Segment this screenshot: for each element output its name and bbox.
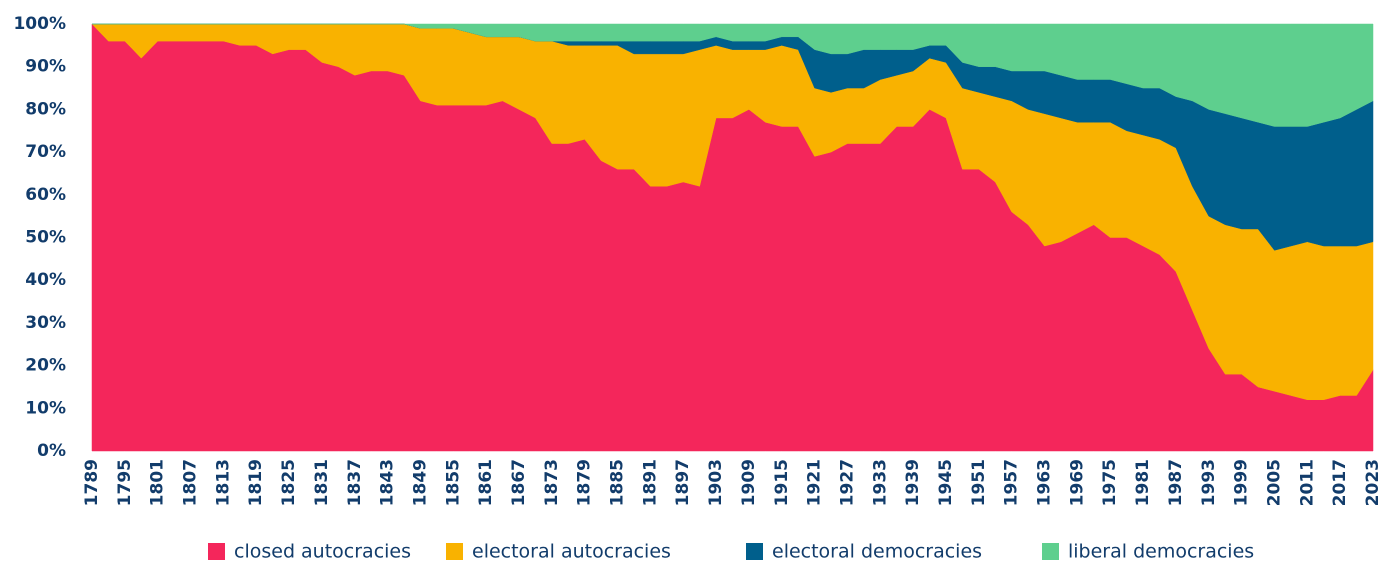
x-tick-label: 1897	[673, 459, 693, 506]
legend-label: electoral autocracies	[472, 541, 671, 563]
x-tick-label: 1891	[640, 459, 660, 506]
x-tick-label: 1915	[772, 459, 792, 506]
y-tick-label: 40%	[25, 270, 66, 290]
x-tick-label: 1903	[706, 459, 726, 506]
x-tick-label: 1825	[279, 459, 299, 506]
legend-swatch	[446, 543, 463, 560]
x-tick-label: 1993	[1199, 459, 1219, 506]
x-tick-label: 1945	[936, 459, 956, 506]
y-tick-label: 80%	[25, 99, 66, 119]
x-tick-label: 1999	[1232, 459, 1252, 506]
legend-swatch	[1042, 543, 1059, 560]
legend-label: liberal democracies	[1068, 541, 1254, 563]
x-tick-label: 1849	[410, 459, 430, 506]
x-tick-label: 1951	[969, 459, 989, 506]
x-tick-label: 1981	[1133, 459, 1153, 506]
x-tick-label: 1957	[1002, 459, 1022, 506]
x-tick-label: 2005	[1264, 459, 1284, 506]
x-tick-label: 1987	[1166, 459, 1186, 506]
x-tick-label: 2023	[1363, 459, 1383, 506]
x-tick-label: 1855	[443, 459, 463, 506]
x-tick-label: 2017	[1330, 459, 1350, 506]
y-tick-label: 20%	[25, 356, 66, 376]
y-tick-label: 10%	[25, 398, 66, 418]
x-tick-label: 1867	[509, 459, 529, 506]
y-tick-label: 60%	[25, 185, 66, 205]
x-tick-label: 1933	[870, 459, 890, 506]
y-tick-label: 90%	[25, 57, 66, 77]
x-tick-label: 1939	[903, 459, 923, 506]
x-tick-label: 1927	[837, 459, 857, 506]
x-tick-label: 1909	[739, 459, 759, 506]
legend-swatch	[208, 543, 225, 560]
x-tick-label: 1921	[805, 459, 825, 506]
y-tick-label: 50%	[25, 228, 66, 248]
x-tick-label: 1819	[246, 459, 266, 506]
x-tick-label: 1813	[213, 459, 233, 506]
x-tick-label: 1873	[542, 459, 562, 506]
x-tick-label: 1879	[575, 459, 595, 506]
x-tick-label: 1807	[181, 459, 201, 506]
x-tick-label: 1969	[1067, 459, 1087, 506]
x-tick-label: 1843	[378, 459, 398, 506]
x-tick-label: 1861	[476, 459, 496, 506]
x-tick-label: 1837	[345, 459, 365, 506]
y-tick-label: 100%	[13, 14, 66, 34]
x-tick-label: 1963	[1035, 459, 1055, 506]
legend-label: closed autocracies	[234, 541, 411, 563]
x-tick-label: 1831	[312, 459, 332, 506]
legend-swatch	[746, 543, 763, 560]
y-tick-label: 70%	[25, 142, 66, 162]
x-tick-label: 2011	[1297, 459, 1317, 506]
x-tick-label: 1789	[82, 459, 102, 506]
x-tick-label: 1885	[608, 459, 628, 506]
y-tick-label: 0%	[37, 441, 66, 461]
x-tick-label: 1801	[148, 459, 168, 506]
x-tick-label: 1795	[115, 459, 135, 506]
y-tick-label: 30%	[25, 313, 66, 333]
area	[92, 23, 1374, 127]
x-tick-label: 1975	[1100, 459, 1120, 506]
legend-label: electoral democracies	[772, 541, 982, 563]
